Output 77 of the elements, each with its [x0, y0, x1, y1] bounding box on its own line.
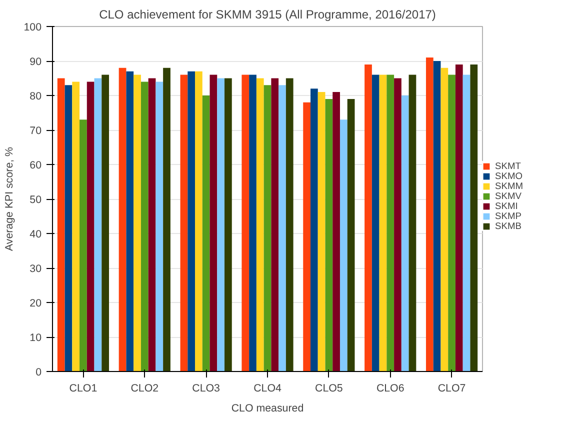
bar [455, 64, 463, 372]
legend-label: SKMI [495, 201, 518, 211]
bar [202, 96, 210, 372]
x-tick-label: CLO1 [69, 382, 98, 394]
y-tick-label: 70 [30, 125, 42, 137]
bar [163, 68, 170, 372]
bar [271, 78, 279, 372]
y-axis-title: Average KPI score, % [4, 146, 16, 252]
bar [303, 102, 310, 372]
bar [148, 78, 156, 372]
chart-title: CLO achievement for SKMM 3915 (All Programme, 2016/2017) [99, 8, 436, 22]
bar [386, 74, 394, 372]
bar [86, 82, 94, 372]
bar [195, 71, 202, 372]
y-tick-label: 40 [30, 228, 42, 240]
bar [470, 64, 478, 372]
bar [448, 74, 456, 372]
bar [210, 74, 218, 372]
bar [364, 64, 372, 372]
bar [126, 71, 134, 372]
bar [310, 88, 318, 372]
bar [188, 71, 196, 372]
bar [372, 74, 380, 372]
y-tick-label: 10 [30, 332, 42, 344]
bar [379, 74, 387, 372]
x-tick-label: CLO5 [315, 382, 343, 394]
legend-label: SKMM [495, 181, 523, 191]
bar [118, 68, 126, 372]
bar [408, 74, 416, 372]
bar [57, 78, 65, 372]
legend-label: SKMP [495, 211, 522, 221]
bar [318, 92, 326, 372]
bar [217, 78, 224, 372]
bar [264, 85, 272, 372]
bar [80, 120, 87, 372]
bar [332, 92, 340, 372]
x-axis-title: CLO measured [231, 402, 304, 414]
legend-label: SKMO [495, 171, 522, 181]
x-tick-label: CLO3 [192, 382, 220, 394]
bar [325, 98, 333, 372]
bar [433, 61, 441, 372]
x-tick-label: CLO7 [438, 382, 466, 394]
y-tick-label: 90 [30, 56, 42, 68]
y-tick-label: 20 [30, 298, 42, 310]
bar [278, 85, 286, 372]
bar [224, 78, 232, 372]
bar [242, 74, 250, 372]
bar [286, 78, 294, 372]
legend-label: SKMB [495, 221, 522, 231]
bar [347, 98, 355, 372]
bar [401, 96, 409, 372]
bar [440, 68, 448, 372]
bar [134, 74, 141, 372]
bar [394, 78, 402, 372]
y-tick-label: 60 [30, 160, 42, 172]
bar [140, 82, 148, 372]
bar [256, 78, 264, 372]
x-tick-label: CLO2 [130, 382, 159, 394]
legend-label: SKMV [495, 191, 522, 201]
bar [180, 74, 188, 372]
bar [462, 74, 470, 372]
bar [64, 85, 72, 372]
y-tick-label: 50 [30, 194, 42, 206]
y-tick-label: 100 [24, 22, 42, 34]
bar [102, 74, 110, 372]
bar [94, 78, 102, 372]
x-tick-label: CLO6 [376, 382, 404, 394]
bar [156, 82, 164, 372]
legend-label: SKMT [495, 161, 521, 171]
y-tick-label: 80 [30, 90, 42, 102]
y-tick-label: 30 [30, 263, 42, 275]
bar [72, 82, 80, 372]
y-tick-label: 0 [36, 366, 42, 378]
bar [426, 58, 434, 372]
x-tick-label: CLO4 [254, 382, 282, 394]
bar [340, 120, 348, 372]
bar [249, 74, 256, 372]
